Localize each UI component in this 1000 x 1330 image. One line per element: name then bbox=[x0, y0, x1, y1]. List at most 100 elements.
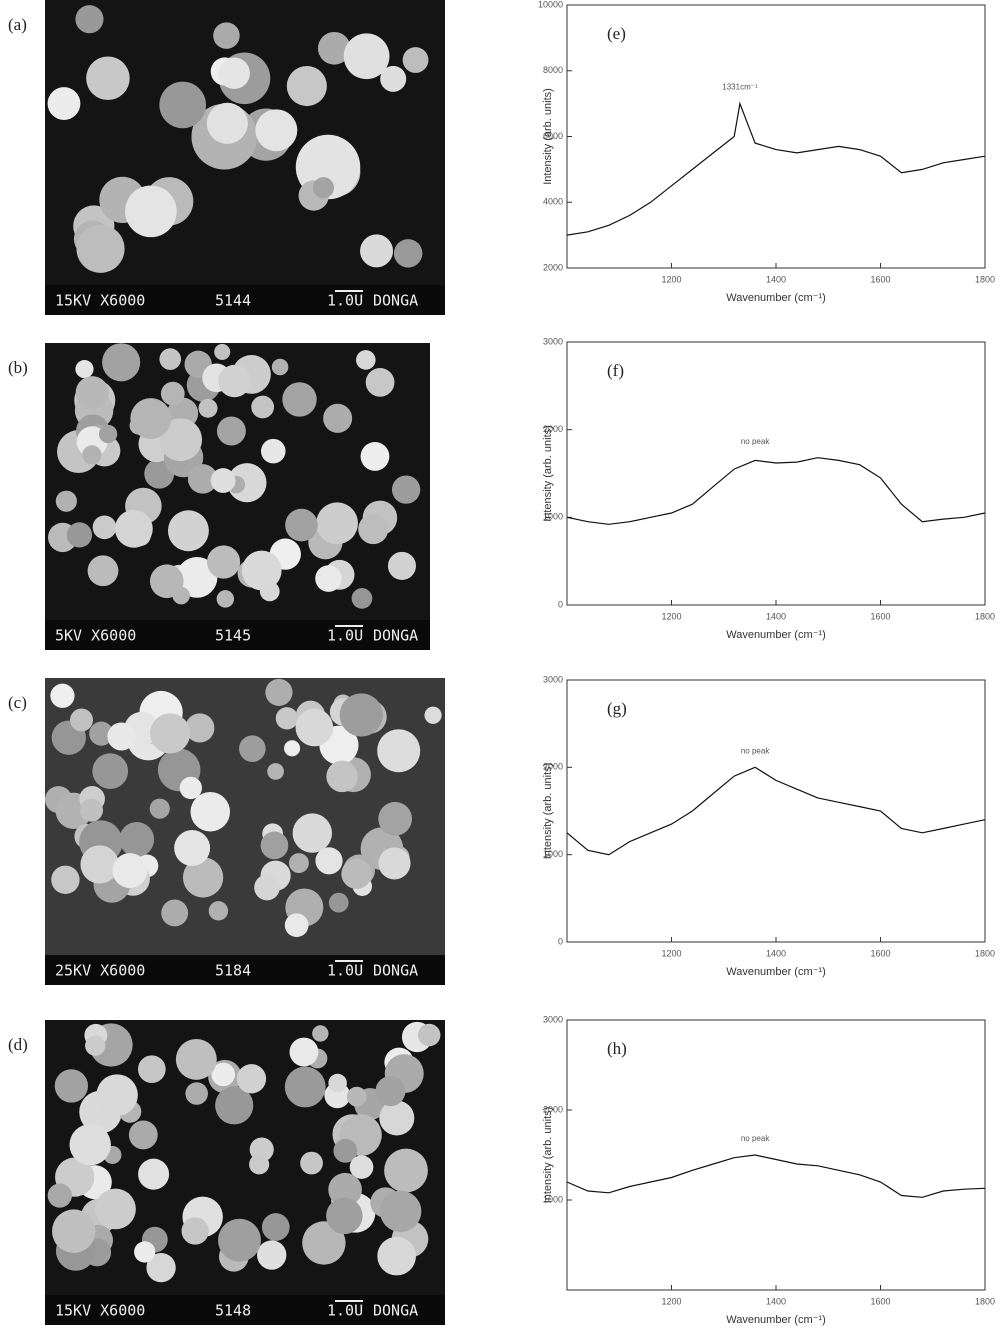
particle bbox=[284, 740, 301, 757]
particle bbox=[261, 1213, 290, 1241]
particle bbox=[52, 1209, 96, 1253]
particle bbox=[358, 514, 389, 545]
particle bbox=[323, 403, 353, 433]
y-tick-label: 6000 bbox=[543, 131, 563, 141]
particle bbox=[312, 1025, 329, 1042]
sem-caption: 25KV X6000 bbox=[55, 962, 145, 980]
particle bbox=[241, 550, 282, 591]
particle bbox=[302, 1221, 346, 1265]
particle bbox=[341, 858, 372, 889]
particle bbox=[85, 1035, 106, 1056]
y-tick-label: 1000 bbox=[543, 1194, 563, 1204]
particle bbox=[69, 1124, 111, 1166]
caption-bar bbox=[45, 620, 430, 650]
plot-frame bbox=[566, 1019, 986, 1291]
panel-label: (f) bbox=[607, 361, 624, 380]
x-tick-label: 1200 bbox=[661, 611, 681, 621]
particle bbox=[288, 853, 309, 873]
particle bbox=[50, 683, 75, 708]
particle bbox=[255, 109, 298, 152]
particle bbox=[174, 830, 211, 867]
particle bbox=[128, 1120, 158, 1150]
sem-code: 5144 bbox=[215, 292, 251, 310]
particle bbox=[295, 708, 334, 747]
x-tick-label: 1600 bbox=[870, 948, 890, 958]
x-tick-label: 1200 bbox=[661, 1296, 681, 1306]
particle bbox=[146, 1252, 176, 1283]
particle bbox=[80, 845, 119, 884]
y-tick-label: 10000 bbox=[538, 0, 563, 9]
particle bbox=[379, 1190, 422, 1233]
y-tick-label: 3000 bbox=[543, 336, 563, 346]
particle bbox=[317, 31, 351, 65]
particle bbox=[326, 760, 358, 793]
particle bbox=[75, 5, 104, 34]
particle bbox=[315, 565, 342, 592]
y-tick-label: 0 bbox=[558, 936, 563, 946]
particle bbox=[215, 1086, 254, 1125]
particle bbox=[107, 722, 136, 751]
x-tick-label: 1800 bbox=[975, 1296, 995, 1306]
particle bbox=[182, 857, 224, 898]
particle bbox=[51, 865, 80, 894]
sem-scale: 1.0U bbox=[327, 1302, 363, 1320]
particle bbox=[218, 1218, 261, 1262]
x-tick-label: 1400 bbox=[766, 611, 786, 621]
particle bbox=[218, 57, 250, 89]
sem-lab: DONGA bbox=[373, 292, 418, 310]
particle bbox=[70, 708, 93, 732]
x-axis-label: Wavenumber (cm⁻¹) bbox=[726, 629, 826, 641]
panel-label: (e) bbox=[607, 24, 626, 43]
panel-label: (c) bbox=[8, 693, 27, 712]
particle bbox=[218, 364, 251, 398]
caption-bar bbox=[45, 955, 445, 985]
particle bbox=[375, 1076, 406, 1107]
particle bbox=[102, 343, 141, 382]
sem-caption: 5KV X6000 bbox=[55, 627, 136, 645]
x-axis-label: Wavenumber (cm⁻¹) bbox=[726, 292, 826, 304]
particle bbox=[54, 1069, 89, 1103]
y-axis-label: Intensity (arb. units) bbox=[542, 763, 554, 860]
caption-bar bbox=[45, 285, 445, 315]
panel-label: (b) bbox=[8, 358, 28, 377]
particle bbox=[349, 1155, 374, 1179]
particle bbox=[161, 899, 189, 927]
particle bbox=[114, 509, 153, 548]
sem-caption: 15KV X6000 bbox=[55, 292, 145, 310]
spectrum-line bbox=[566, 101, 986, 236]
spectrum-line bbox=[566, 1154, 986, 1198]
particle bbox=[185, 1082, 208, 1105]
particle bbox=[82, 445, 102, 465]
particle bbox=[159, 348, 182, 370]
particle bbox=[339, 693, 383, 737]
panel-label: (d) bbox=[8, 1035, 28, 1054]
panel-label: (g) bbox=[607, 699, 627, 718]
particle bbox=[159, 418, 203, 462]
sem-caption: 15KV X6000 bbox=[55, 1302, 145, 1320]
particle bbox=[328, 1172, 362, 1207]
x-tick-label: 1200 bbox=[661, 948, 681, 958]
panel-label: (h) bbox=[607, 1039, 627, 1058]
particle bbox=[351, 588, 373, 609]
particle bbox=[160, 381, 185, 406]
particle bbox=[216, 590, 235, 608]
particle bbox=[239, 735, 266, 763]
particle bbox=[210, 468, 236, 493]
x-tick-label: 1600 bbox=[870, 274, 890, 284]
particle bbox=[216, 416, 246, 446]
particle bbox=[257, 1240, 287, 1270]
particle bbox=[76, 224, 125, 273]
x-tick-label: 1600 bbox=[870, 611, 890, 621]
particle bbox=[265, 678, 293, 706]
spectrum-line bbox=[566, 457, 986, 525]
particle bbox=[379, 1100, 415, 1136]
particle bbox=[149, 798, 170, 819]
y-tick-label: 1000 bbox=[543, 512, 563, 522]
particle bbox=[387, 551, 417, 580]
particle bbox=[286, 65, 327, 107]
particle bbox=[47, 1183, 72, 1208]
sem-code: 5148 bbox=[215, 1302, 251, 1320]
particle bbox=[181, 1217, 209, 1245]
y-tick-label: 2000 bbox=[543, 424, 563, 434]
